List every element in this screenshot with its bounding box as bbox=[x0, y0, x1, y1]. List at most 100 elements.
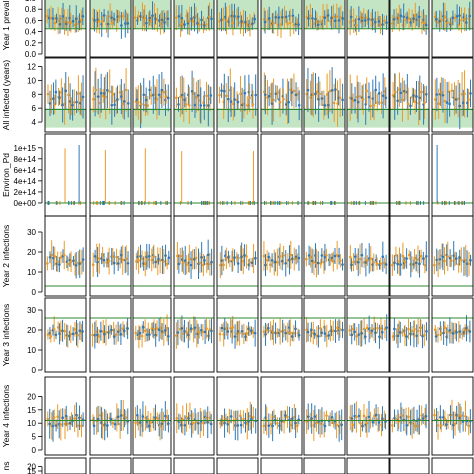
point-estimate bbox=[361, 424, 364, 428]
y-tick-label: 15 bbox=[27, 467, 36, 474]
point-estimate bbox=[317, 97, 320, 101]
point-estimate bbox=[284, 414, 287, 417]
point-estimate bbox=[469, 258, 472, 262]
point-estimate bbox=[242, 21, 245, 25]
panel-row-6: Year 4 infections 0 5 10 15 20 bbox=[1, 376, 474, 456]
point-estimate bbox=[393, 327, 396, 331]
point-estimate bbox=[443, 326, 447, 329]
point-estimate bbox=[423, 101, 426, 104]
point-estimate bbox=[372, 261, 376, 264]
point-estimate bbox=[120, 253, 123, 257]
panel-r4-c3 bbox=[132, 215, 172, 297]
point-estimate bbox=[391, 424, 394, 427]
point-estimate bbox=[103, 332, 106, 336]
point-estimate bbox=[104, 95, 108, 99]
point-estimate bbox=[380, 101, 383, 105]
point-estimate bbox=[58, 96, 61, 99]
point-estimate bbox=[144, 98, 148, 102]
panel-r1-c7 bbox=[303, 0, 346, 58]
point-estimate bbox=[46, 92, 50, 96]
point-estimate bbox=[185, 263, 188, 266]
point-estimate bbox=[350, 333, 354, 337]
point-estimate bbox=[63, 102, 66, 106]
point-estimate bbox=[99, 91, 103, 95]
point-estimate bbox=[416, 329, 420, 333]
point-estimate bbox=[167, 422, 170, 425]
point-estimate bbox=[233, 14, 236, 18]
point-estimate bbox=[157, 93, 161, 97]
point-estimate bbox=[140, 334, 144, 338]
point-estimate bbox=[232, 102, 235, 106]
y-tick-label: 10 bbox=[27, 76, 36, 85]
point-estimate bbox=[362, 327, 366, 331]
point-estimate bbox=[152, 255, 156, 258]
point-estimate bbox=[364, 261, 368, 264]
point-estimate bbox=[306, 330, 310, 334]
panel-frame bbox=[89, 457, 132, 474]
panel-r6-c9 bbox=[389, 376, 430, 456]
point-estimate bbox=[262, 330, 266, 333]
panel-r2-c1 bbox=[44, 57, 87, 133]
point-estimate bbox=[455, 14, 459, 18]
point-estimate bbox=[115, 255, 118, 259]
point-estimate bbox=[248, 414, 252, 418]
point-estimate bbox=[407, 17, 411, 20]
panel-r5-c8 bbox=[346, 297, 390, 373]
point-estimate bbox=[296, 92, 300, 96]
point-estimate bbox=[367, 95, 371, 99]
point-estimate bbox=[52, 327, 56, 331]
y-tick-label: 4e+14 bbox=[14, 177, 37, 186]
point-estimate bbox=[371, 420, 375, 424]
point-estimate bbox=[458, 104, 462, 108]
panel-frame bbox=[44, 57, 87, 133]
point-estimate bbox=[350, 263, 353, 267]
point-estimate bbox=[315, 421, 318, 425]
point-estimate bbox=[154, 333, 157, 337]
point-estimate bbox=[111, 21, 114, 25]
point-estimate bbox=[225, 327, 228, 330]
point-estimate bbox=[367, 415, 371, 419]
point-estimate bbox=[233, 98, 236, 101]
point-estimate bbox=[330, 89, 334, 92]
point-estimate bbox=[183, 329, 186, 333]
point-estimate bbox=[341, 17, 345, 20]
point-estimate bbox=[248, 96, 251, 100]
point-estimate bbox=[91, 263, 95, 267]
point-estimate bbox=[196, 94, 200, 97]
point-estimate bbox=[360, 253, 364, 257]
y-tick-label: 1e+15 bbox=[14, 144, 37, 153]
point-estimate bbox=[251, 103, 255, 106]
point-estimate bbox=[218, 20, 221, 23]
point-estimate bbox=[284, 331, 288, 335]
point-estimate bbox=[406, 102, 410, 106]
reference-band bbox=[390, 108, 429, 128]
point-estimate bbox=[407, 327, 410, 331]
point-estimate bbox=[316, 261, 320, 265]
point-estimate bbox=[222, 17, 225, 21]
point-estimate bbox=[410, 422, 414, 425]
panel-r6-c8 bbox=[346, 376, 390, 456]
point-estimate bbox=[233, 335, 237, 338]
point-estimate bbox=[365, 326, 369, 330]
point-estimate bbox=[448, 102, 451, 106]
point-estimate bbox=[245, 255, 248, 258]
point-estimate bbox=[467, 424, 470, 428]
point-estimate bbox=[310, 328, 313, 332]
point-estimate bbox=[50, 97, 53, 101]
panel-r6-c2 bbox=[89, 376, 132, 456]
point-estimate bbox=[397, 326, 401, 330]
point-estimate bbox=[76, 22, 80, 26]
point-estimate bbox=[194, 14, 198, 18]
point-estimate bbox=[439, 332, 443, 335]
point-estimate bbox=[463, 17, 466, 21]
point-estimate bbox=[143, 329, 147, 332]
panel-frame bbox=[431, 57, 474, 133]
panel-r4-c1 bbox=[44, 215, 87, 297]
point-estimate bbox=[64, 414, 68, 418]
point-estimate bbox=[278, 330, 282, 333]
point-estimate bbox=[450, 259, 453, 263]
panel-r6-c3 bbox=[132, 376, 172, 456]
point-estimate bbox=[226, 97, 230, 101]
point-estimate bbox=[466, 101, 469, 105]
